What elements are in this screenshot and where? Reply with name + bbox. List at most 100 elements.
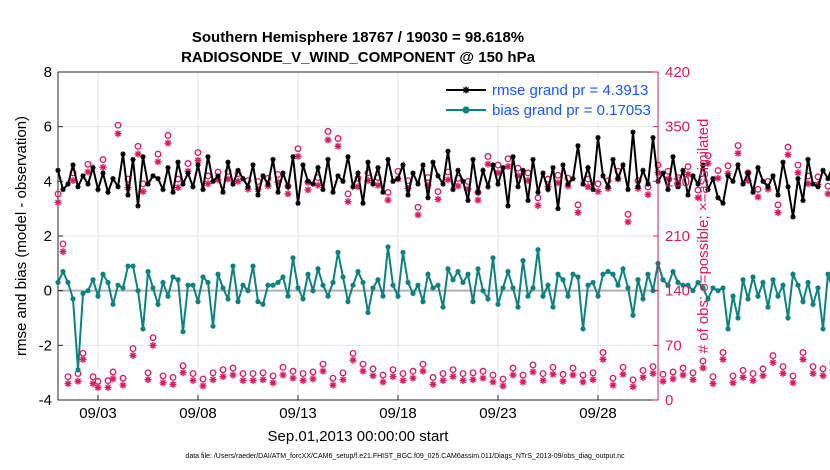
rmse-point-stroke <box>180 181 186 187</box>
obs-possible-point <box>794 161 802 169</box>
rmse-point-stroke <box>825 176 830 181</box>
bias-point <box>690 288 696 294</box>
obs-assimilated-point <box>574 209 582 217</box>
obs-possible-point <box>809 363 817 370</box>
obs-assimilated-point <box>594 187 602 195</box>
obs-assimilated-point-stroke <box>769 359 777 366</box>
rmse-point <box>295 200 301 206</box>
bias-point <box>610 271 616 277</box>
rmse-series <box>55 129 830 220</box>
bias-point <box>225 296 231 302</box>
x-axis-label: Sep.01,2013 00:00:00 start <box>268 428 450 445</box>
bias-point <box>450 277 456 283</box>
rmse-point <box>265 181 271 187</box>
obs-assimilated-point-stroke <box>699 364 707 371</box>
obs-assimilated-point-stroke <box>619 371 627 378</box>
obs-assimilated-point <box>204 180 212 188</box>
rmse-point-stroke <box>530 157 536 162</box>
rmse-point-stroke <box>130 157 136 162</box>
obs-assimilated-point <box>709 380 717 388</box>
chart-title: Southern Hemisphere 18767 / 19030 = 98.6… <box>192 29 524 46</box>
bias-point <box>360 279 366 286</box>
obs-possible-point <box>279 363 287 371</box>
bias-point <box>550 304 556 310</box>
obs-assimilated-point-stroke <box>104 384 112 391</box>
rmse-point <box>185 170 191 176</box>
bias-point <box>115 282 121 288</box>
obs-assimilated-point <box>489 378 497 386</box>
rmse-point <box>565 181 571 187</box>
rmse-point-stroke <box>350 184 356 190</box>
rmse-point <box>400 162 406 168</box>
obs-assimilated-point <box>359 367 367 375</box>
rmse-point-stroke <box>660 170 666 176</box>
obs-possible-point <box>239 370 247 378</box>
obs-assimilated-point <box>659 377 667 385</box>
rmse-point-stroke <box>555 206 561 212</box>
rmse-point <box>820 167 826 173</box>
bias-point <box>670 268 676 275</box>
obs-possible-point <box>629 376 637 384</box>
obs-possible-point <box>414 203 422 211</box>
right-y-axis-ticks: 0 70 140 210 280 350 420 <box>653 64 690 409</box>
obs-assimilated-point <box>129 351 137 359</box>
bias-point <box>595 293 601 299</box>
obs-assimilated-point-stroke <box>684 171 692 178</box>
obs-assimilated-point <box>529 368 537 376</box>
rmse-point-stroke <box>265 181 271 187</box>
bias-point <box>720 285 726 291</box>
rmse-point <box>275 189 281 195</box>
obs-assimilated-point-stroke <box>779 370 787 377</box>
rmse-point-stroke <box>75 184 81 190</box>
rmse-point <box>75 184 81 190</box>
obs-possible-point <box>369 365 377 373</box>
bias-point <box>475 266 481 272</box>
obs-assimilated-point <box>309 375 317 383</box>
rmse-point-stroke <box>290 154 296 160</box>
bias-point <box>245 288 251 294</box>
obs-assimilated-point-stroke <box>314 182 322 189</box>
obs-assimilated-point <box>484 160 492 168</box>
rmse-point-stroke <box>520 168 526 173</box>
bias-point <box>95 293 101 299</box>
rmse-point-stroke <box>360 200 366 206</box>
rmse-point-stroke <box>620 162 626 168</box>
obs-assimilated-point-stroke <box>209 376 217 383</box>
obs-possible-point <box>624 210 632 218</box>
rmse-point <box>405 192 411 198</box>
rmse-point <box>220 189 226 195</box>
right-y-tick-label: 420 <box>665 64 690 81</box>
obs-assimilated-point <box>389 373 397 381</box>
bias-point <box>555 271 561 277</box>
obs-possible-point <box>409 367 417 375</box>
rmse-point <box>560 162 566 168</box>
rmse-point-stroke <box>500 165 506 171</box>
obs-possible-point <box>694 186 702 194</box>
obs-assimilated-point-stroke <box>579 379 587 386</box>
obs-assimilated-point-stroke <box>574 209 582 216</box>
bias-point <box>480 288 486 294</box>
rmse-point-stroke <box>605 184 611 190</box>
obs-assimilated-point <box>334 142 342 150</box>
obs-possible-point <box>389 366 397 374</box>
obs-possible-point <box>734 142 742 149</box>
obs-assimilated-point-stroke <box>809 370 817 377</box>
obs-possible-point <box>684 163 692 171</box>
obs-assimilated-point <box>719 355 727 363</box>
obs-assimilated-point-stroke <box>624 218 632 225</box>
legend: rmse grand pr = 4.3913 bias grand pr = 0… <box>441 77 655 123</box>
obs-assimilated-point-stroke <box>749 377 757 384</box>
bias-point <box>675 279 681 286</box>
rmse-point <box>125 192 131 198</box>
obs-assimilated-point <box>259 376 267 384</box>
left-y-tick-label: -2 <box>39 337 52 354</box>
bias-point <box>530 285 536 291</box>
rmse-point-stroke <box>450 187 456 192</box>
obs-assimilated-point-stroke <box>89 380 97 387</box>
rmse-point-stroke <box>460 178 466 184</box>
rmse-point-stroke <box>810 181 816 187</box>
obs-assimilated-point <box>199 382 207 390</box>
obs-assimilated-point <box>789 379 797 387</box>
obs-possible-point <box>589 369 597 377</box>
bias-point <box>345 299 351 305</box>
